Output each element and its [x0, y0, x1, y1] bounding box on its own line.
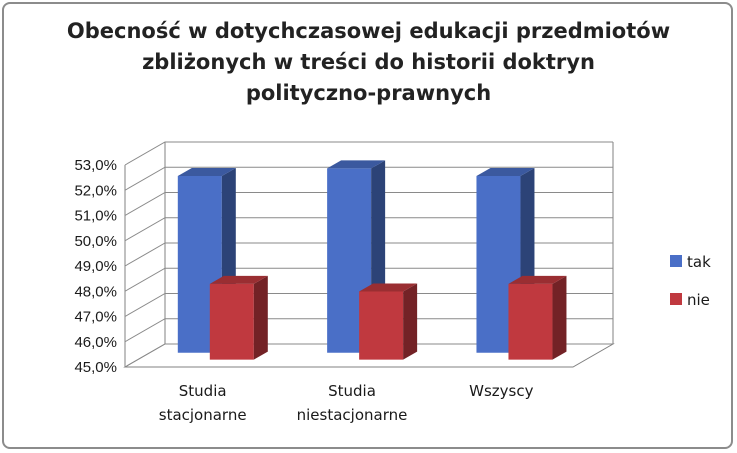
y-tick-label: 47,0% — [74, 309, 117, 326]
x-axis: Studia stacjonarne Studia niestacjonarne Wsz… — [159, 382, 534, 424]
bar-nie-top — [359, 283, 418, 292]
legend-label-tak: tak — [687, 253, 711, 271]
y-tick-label: 48,0% — [74, 283, 117, 300]
y-tick-label: 52,0% — [74, 182, 117, 199]
gridline — [124, 343, 613, 368]
y-tick-label: 49,0% — [74, 258, 117, 275]
bars — [177, 160, 567, 360]
legend-swatch-nie — [670, 293, 682, 305]
x-category-label: Wszyscy — [469, 382, 533, 400]
bar-nie-front — [209, 283, 254, 360]
gridline — [124, 217, 613, 242]
bar-tak-top — [476, 167, 535, 176]
bar-nie-top — [209, 275, 268, 284]
chart-title-line-2: zbliżonych w treści do historii doktryn — [142, 50, 595, 74]
legend-swatch-tak — [670, 255, 682, 267]
bar-nie-front — [359, 291, 404, 360]
y-tick-label: 50,0% — [74, 233, 117, 250]
x-category-label: stacjonarne — [159, 406, 247, 424]
gridline — [124, 166, 613, 191]
gridline — [124, 242, 613, 267]
legend-label-nie: nie — [687, 291, 710, 309]
y-tick-label: 45,0% — [74, 359, 117, 376]
y-axis: 45,0% 46,0% 47,0% 48,0% 49,0% 50,0% 51,0% 52,0%… — [74, 157, 117, 376]
bar-nie-side — [253, 275, 268, 360]
x-category-label: Studia — [328, 382, 376, 400]
chart-title-line-1: Obecność w dotychczasowej edukacji przed… — [66, 19, 671, 43]
gridline — [124, 192, 613, 216]
legend: tak nie — [670, 253, 711, 309]
bar-tak-top — [327, 160, 386, 169]
x-category-label: Studia — [179, 382, 227, 400]
bar-nie-side — [552, 275, 567, 360]
bar-nie-front — [508, 283, 553, 360]
y-tick-label: 51,0% — [74, 208, 117, 225]
y-tick-label: 46,0% — [74, 334, 117, 351]
gridlines — [124, 141, 613, 368]
gridline — [124, 267, 613, 292]
gridline — [124, 293, 613, 317]
x-category-label: niestacjonarne — [297, 406, 408, 424]
gridline — [124, 318, 613, 343]
chart-title: Obecność w dotychczasowej edukacji przed… — [0, 16, 737, 109]
bar-nie-side — [403, 283, 418, 360]
gridline — [124, 141, 613, 166]
bar-nie-top — [508, 275, 567, 284]
chart-title-line-3: polityczno-prawnych — [245, 81, 492, 105]
y-tick-label: 53,0% — [74, 157, 117, 174]
bar-tak-top — [177, 167, 236, 176]
